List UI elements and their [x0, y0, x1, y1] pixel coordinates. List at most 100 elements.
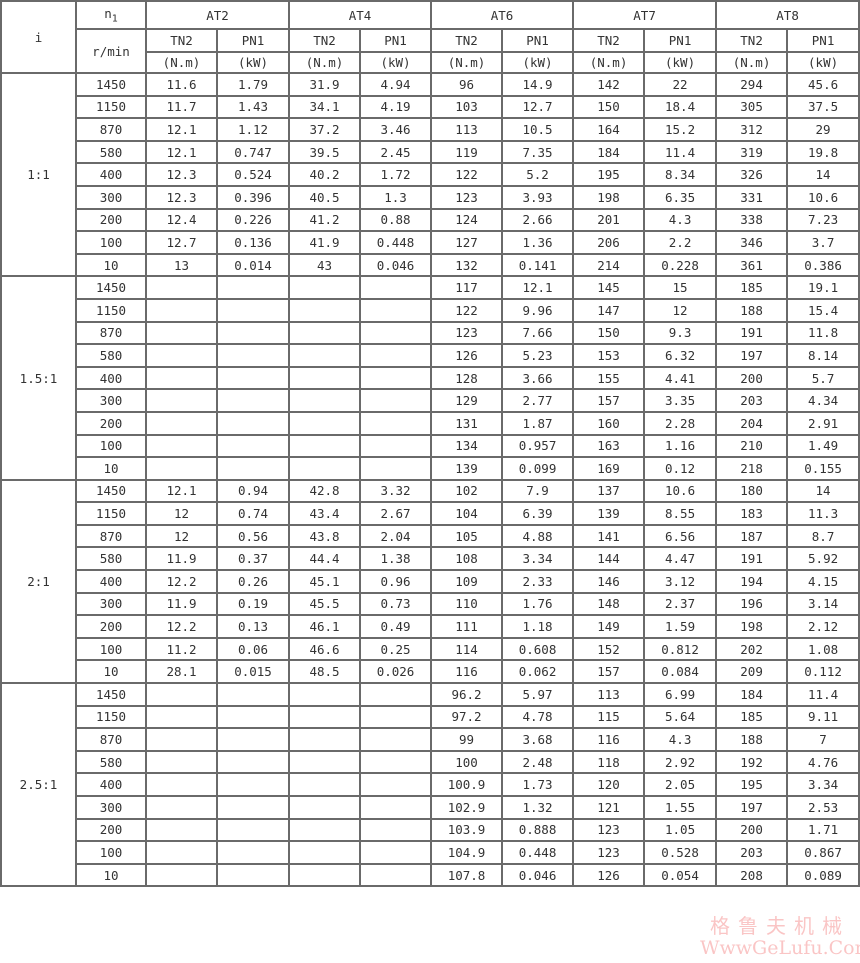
power-cell: 4.78 [501, 704, 575, 730]
speed-cell: 100 [75, 230, 147, 255]
power-cell: 15.4 [786, 297, 860, 323]
torque-cell: 150 [572, 320, 646, 346]
torque-cell [288, 456, 362, 481]
speed-cell: 580 [75, 546, 147, 572]
torque-cell: 185 [715, 704, 789, 730]
torque-cell [288, 682, 362, 707]
torque-cell: 326 [715, 162, 789, 187]
power-cell: 1.59 [643, 614, 718, 639]
pn1-header: PN1 [215, 28, 291, 53]
speed-cell: 870 [75, 727, 147, 752]
power-cell: 15 [643, 275, 718, 300]
torque-cell: 200 [715, 365, 789, 391]
table-row: 870 12 0.56 43.8 2.04 105 4.88 141 6.56 187 8.7 [1, 523, 860, 549]
table-row: 200 12.4 0.226 41.2 0.88 124 2.66 201 4.3 338 7.23 [1, 207, 860, 233]
power-cell: 7 [786, 727, 860, 752]
table-row: 10 139 0.099 169 0.12 218 0.155 [1, 456, 860, 481]
ratio-header: i [0, 0, 77, 74]
torque-cell: 184 [572, 139, 646, 165]
power-cell: 2.53 [786, 795, 860, 820]
torque-cell [288, 772, 362, 797]
torque-cell: 102.9 [430, 795, 504, 820]
power-cell: 4.3 [643, 727, 718, 752]
power-cell: 10.6 [643, 478, 718, 504]
torque-cell [145, 365, 218, 391]
torque-cell: 43 [288, 252, 362, 278]
torque-cell: 134 [430, 433, 504, 459]
torque-cell: 115 [572, 704, 646, 730]
tn2-unit: (N.m) [145, 51, 218, 74]
torque-cell [145, 388, 218, 413]
torque-cell [288, 795, 362, 820]
torque-cell: 194 [715, 569, 789, 594]
torque-cell: 195 [572, 162, 646, 187]
speed-cell: 200 [75, 817, 147, 843]
speed-cell: 10 [75, 659, 147, 685]
torque-cell: 196 [715, 591, 789, 617]
power-cell: 15.2 [643, 117, 718, 142]
torque-cell: 40.2 [288, 162, 362, 187]
power-cell: 0.96 [359, 569, 433, 594]
torque-cell: 157 [572, 659, 646, 685]
torque-cell: 46.6 [288, 636, 362, 662]
torque-cell: 188 [715, 727, 789, 752]
torque-cell [145, 704, 218, 730]
torque-cell: 180 [715, 478, 789, 504]
table-row: 1150 122 9.96 147 12 188 15.4 [1, 297, 860, 323]
table-row: 580 126 5.23 153 6.32 197 8.14 [1, 343, 860, 368]
speed-cell: 200 [75, 207, 147, 233]
power-cell: 0.528 [643, 840, 718, 865]
pn1-header: PN1 [786, 28, 860, 53]
power-cell [215, 456, 291, 481]
power-cell: 6.39 [501, 501, 575, 526]
power-cell: 0.37 [215, 546, 291, 572]
pn1-unit: (kW) [359, 51, 433, 74]
table-row: 300 129 2.77 157 3.35 203 4.34 [1, 388, 860, 413]
torque-cell: 104.9 [430, 840, 504, 865]
power-cell: 3.46 [359, 117, 433, 142]
table-row: 1:1 1450 11.6 1.79 31.9 4.94 96 14.9 142 22 294 45.… [0, 71, 860, 278]
ratio-cell: 2.5:1 [0, 682, 77, 888]
torque-cell: 114 [430, 636, 504, 662]
torque-cell: 116 [430, 659, 504, 685]
torque-cell: 102 [430, 478, 504, 504]
torque-cell: 203 [715, 840, 789, 865]
power-cell: 6.99 [643, 682, 718, 707]
power-cell: 2.66 [501, 207, 575, 233]
table-row: 100 134 0.957 163 1.16 210 1.49 [1, 433, 860, 459]
torque-cell: 12.1 [145, 117, 218, 142]
torque-cell: 122 [430, 297, 504, 323]
power-cell: 0.812 [643, 636, 718, 662]
power-cell: 10.5 [501, 117, 575, 142]
power-cell: 3.34 [786, 772, 860, 797]
speed-cell: 1450 [75, 478, 147, 504]
torque-cell: 192 [715, 749, 789, 775]
power-cell: 0.06 [215, 636, 291, 662]
power-cell [359, 682, 433, 707]
torque-cell [145, 410, 218, 436]
power-cell: 3.14 [786, 591, 860, 617]
model-header-at4: AT4 [288, 0, 433, 30]
table-row: 1150 97.2 4.78 115 5.64 185 9.11 [1, 704, 860, 730]
power-cell [215, 772, 291, 797]
power-cell: 0.386 [786, 252, 860, 278]
power-cell: 7.9 [501, 478, 575, 504]
power-cell [359, 320, 433, 346]
power-cell: 0.56 [215, 523, 291, 549]
speed-cell: 1150 [75, 94, 147, 120]
power-cell: 0.13 [215, 614, 291, 639]
torque-cell: 43.4 [288, 501, 362, 526]
torque-cell [145, 840, 218, 865]
tn2-unit: (N.m) [430, 51, 504, 74]
power-cell: 1.73 [501, 772, 575, 797]
torque-cell: 123 [430, 320, 504, 346]
watermark-logo: 格鲁夫机械 WwwGeLufu.Com [700, 914, 860, 959]
speed-cell: 400 [75, 365, 147, 391]
torque-cell: 132 [430, 252, 504, 278]
power-cell: 4.88 [501, 523, 575, 549]
speed-unit-header: r/min [75, 28, 147, 74]
table-row: 2.5:1 1450 96.2 5.97 113 6.99 184 11.4 [0, 682, 860, 888]
power-cell: 7.66 [501, 320, 575, 346]
tn2-header: TN2 [715, 28, 789, 53]
torque-cell: 110 [430, 591, 504, 617]
